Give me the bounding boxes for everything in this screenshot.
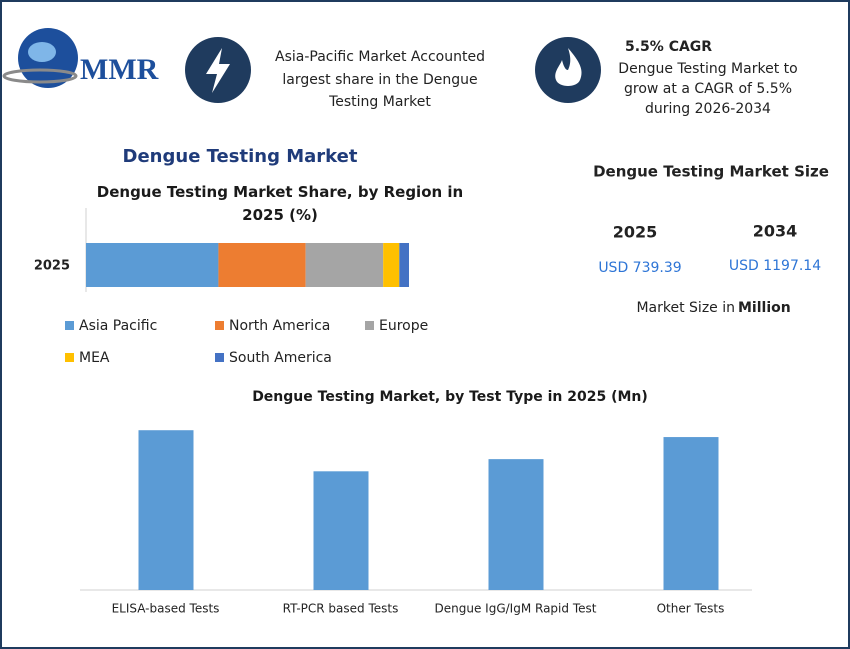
x-tick-label: Other Tests bbox=[657, 602, 725, 616]
size-year: 2034 bbox=[753, 222, 798, 241]
main-title: Dengue Testing Market bbox=[123, 146, 358, 167]
bar-segment bbox=[305, 243, 384, 287]
cagr-line: during 2026-2034 bbox=[645, 101, 771, 117]
chart-title: Dengue Testing Market, by Test Type in 2… bbox=[252, 389, 648, 405]
logo: MMR bbox=[2, 28, 159, 88]
legend-label: North America bbox=[229, 318, 330, 334]
bar bbox=[663, 437, 719, 590]
globe-ring bbox=[2, 68, 78, 84]
bar-segment bbox=[218, 243, 306, 287]
bar-segment bbox=[86, 243, 219, 287]
bolt bbox=[206, 48, 230, 93]
size-unit: Million bbox=[738, 300, 791, 316]
size-value: USD 739.39 bbox=[598, 260, 681, 276]
cagr-line: Dengue Testing Market to bbox=[618, 61, 797, 77]
legend-label: Asia Pacific bbox=[79, 318, 157, 334]
bar bbox=[138, 430, 194, 590]
legend-swatch bbox=[365, 321, 374, 330]
chart-title: Dengue Testing Market Share, by Region i… bbox=[96, 183, 464, 224]
globe-land bbox=[28, 42, 56, 62]
size-value: USD 1197.14 bbox=[729, 258, 821, 274]
legend-swatch bbox=[215, 321, 224, 330]
logo-text: MMR bbox=[80, 53, 159, 86]
legend-swatch bbox=[215, 353, 224, 362]
size-note: Market Size in bbox=[636, 300, 735, 316]
x-tick-label: RT-PCR based Tests bbox=[283, 602, 399, 616]
x-tick-label: ELISA-based Tests bbox=[112, 602, 220, 616]
highlight-line: largest share in the Dengue bbox=[282, 72, 477, 88]
bar-segment bbox=[383, 243, 400, 287]
cagr-title: 5.5% CAGR bbox=[625, 39, 712, 55]
legend-label: Europe bbox=[379, 318, 428, 334]
size-title: Dengue Testing Market Size bbox=[593, 163, 829, 181]
size-year: 2025 bbox=[613, 223, 658, 242]
legend-label: MEA bbox=[79, 350, 110, 366]
legend-swatch bbox=[65, 353, 74, 362]
cagr-line: grow at a CAGR of 5.5% bbox=[624, 81, 792, 97]
flame bbox=[555, 48, 582, 86]
highlight-line: Asia-Pacific Market Accounted bbox=[275, 49, 485, 65]
x-tick-label: Dengue IgG/IgM Rapid Test bbox=[435, 602, 597, 616]
bar bbox=[488, 459, 544, 590]
bar-segment bbox=[399, 243, 409, 287]
y-tick-label: 2025 bbox=[34, 259, 70, 274]
bar bbox=[313, 471, 369, 590]
legend-label: South America bbox=[229, 350, 332, 366]
legend-swatch bbox=[65, 321, 74, 330]
highlight-line: Testing Market bbox=[328, 94, 431, 110]
